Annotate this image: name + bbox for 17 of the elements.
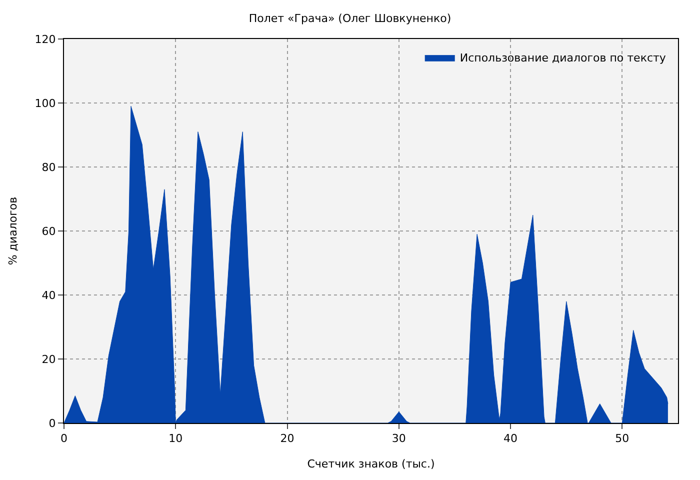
x-tick-label: 10: [168, 432, 183, 446]
y-tick-label: 100: [34, 96, 56, 110]
y-tick-label: 20: [42, 352, 56, 366]
legend-label: Использование диалогов по тексту: [460, 52, 666, 65]
x-axis-title: Счетчик знаков (тыс.): [307, 457, 435, 470]
x-tick-label: 40: [504, 432, 518, 446]
chart-title: Полет «Грача» (Олег Шовкуненко): [248, 12, 452, 26]
y-tick-label: 60: [42, 224, 56, 238]
y-tick-label: 40: [42, 288, 56, 302]
y-tick-label: 80: [42, 160, 56, 174]
y-tick-label: 120: [34, 32, 56, 46]
x-tick-label: 20: [280, 432, 294, 446]
y-tick-label: 0: [48, 416, 56, 430]
y-axis-title: % диалогов: [6, 196, 20, 266]
x-tick-label: 0: [60, 432, 68, 446]
x-tick-label: 30: [392, 432, 406, 446]
x-tick-label: 50: [615, 432, 630, 446]
